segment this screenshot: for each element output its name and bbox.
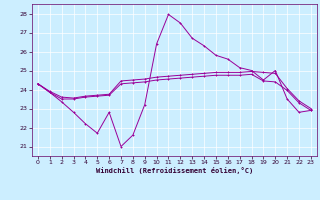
X-axis label: Windchill (Refroidissement éolien,°C): Windchill (Refroidissement éolien,°C) [96,167,253,174]
